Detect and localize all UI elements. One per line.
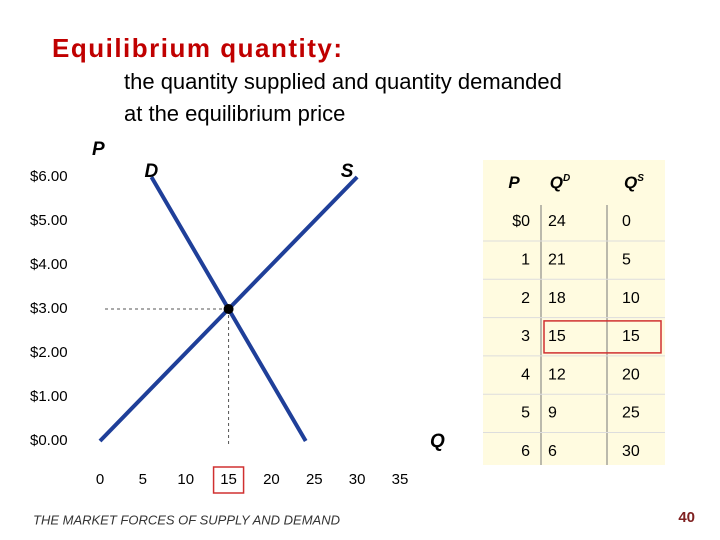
- y-tick-label: $6.00: [30, 168, 68, 185]
- y-tick-label: $2.00: [30, 344, 68, 361]
- table-header-text: P: [508, 173, 520, 192]
- y-tick-label: $5.00: [30, 212, 68, 229]
- table-cell: 21: [548, 252, 566, 269]
- table-cell: 0: [622, 213, 631, 230]
- y-tick-label: $4.00: [30, 256, 68, 273]
- table-header-text: Q: [624, 173, 637, 192]
- x-tick-label: 25: [306, 471, 323, 488]
- table-cell: 18: [548, 290, 566, 307]
- table-cell: 1: [521, 252, 530, 269]
- table-cell: 12: [548, 366, 566, 383]
- table-header-sup: S: [637, 173, 644, 184]
- table-cell: $0: [512, 213, 530, 230]
- table-cell: 20: [622, 366, 640, 383]
- series-label: D: [145, 161, 159, 182]
- x-tick-label: 30: [349, 471, 366, 488]
- x-tick-label: 15: [220, 471, 237, 488]
- table-highlight-box: [543, 320, 662, 354]
- table-cell: 15: [622, 328, 640, 345]
- footer: THE MARKET FORCES OF SUPPLY AND DEMAND: [33, 512, 340, 527]
- y-tick-label: $3.00: [30, 300, 68, 317]
- table-cell: 15: [548, 328, 566, 345]
- page-number: 40: [678, 509, 695, 526]
- table-header-sup: D: [563, 173, 570, 184]
- subtitle: the quantity supplied and quantity deman…: [124, 69, 562, 94]
- table-cell: 30: [622, 443, 640, 460]
- table-cell: 5: [521, 405, 530, 422]
- x-axis-label: Q: [430, 431, 445, 452]
- table-cell: 5: [622, 252, 631, 269]
- table-cell: 25: [622, 405, 640, 422]
- y-axis-label: P: [92, 139, 105, 160]
- table-background: [483, 160, 665, 465]
- table-header: QS: [624, 173, 644, 193]
- slide-title: Equilibrium quantity:: [52, 33, 344, 63]
- x-highlight-box: [212, 466, 245, 494]
- x-tick-label: 0: [96, 471, 104, 488]
- table-cell: 6: [521, 443, 530, 460]
- table-cell: 9: [548, 405, 557, 422]
- table-cell: 6: [548, 443, 557, 460]
- table-cell: 24: [548, 213, 566, 230]
- table-cell: 2: [521, 290, 530, 307]
- y-tick-label: $0.00: [30, 432, 68, 449]
- table-header: QD: [550, 173, 570, 193]
- x-tick-label: 20: [263, 471, 280, 488]
- equilibrium-point: [223, 304, 234, 314]
- series-label: S: [341, 161, 354, 182]
- table-header: P: [508, 173, 520, 192]
- table-header-text: Q: [550, 173, 563, 192]
- x-tick-label: 35: [392, 471, 409, 488]
- subtitle: at the equilibrium price: [124, 101, 345, 126]
- y-tick-label: $1.00: [30, 388, 68, 405]
- table-cell: 10: [622, 290, 640, 307]
- table-cell: 3: [521, 328, 530, 345]
- x-tick-label: 10: [177, 471, 194, 488]
- x-tick-label: 5: [139, 471, 147, 488]
- table-cell: 4: [521, 366, 530, 383]
